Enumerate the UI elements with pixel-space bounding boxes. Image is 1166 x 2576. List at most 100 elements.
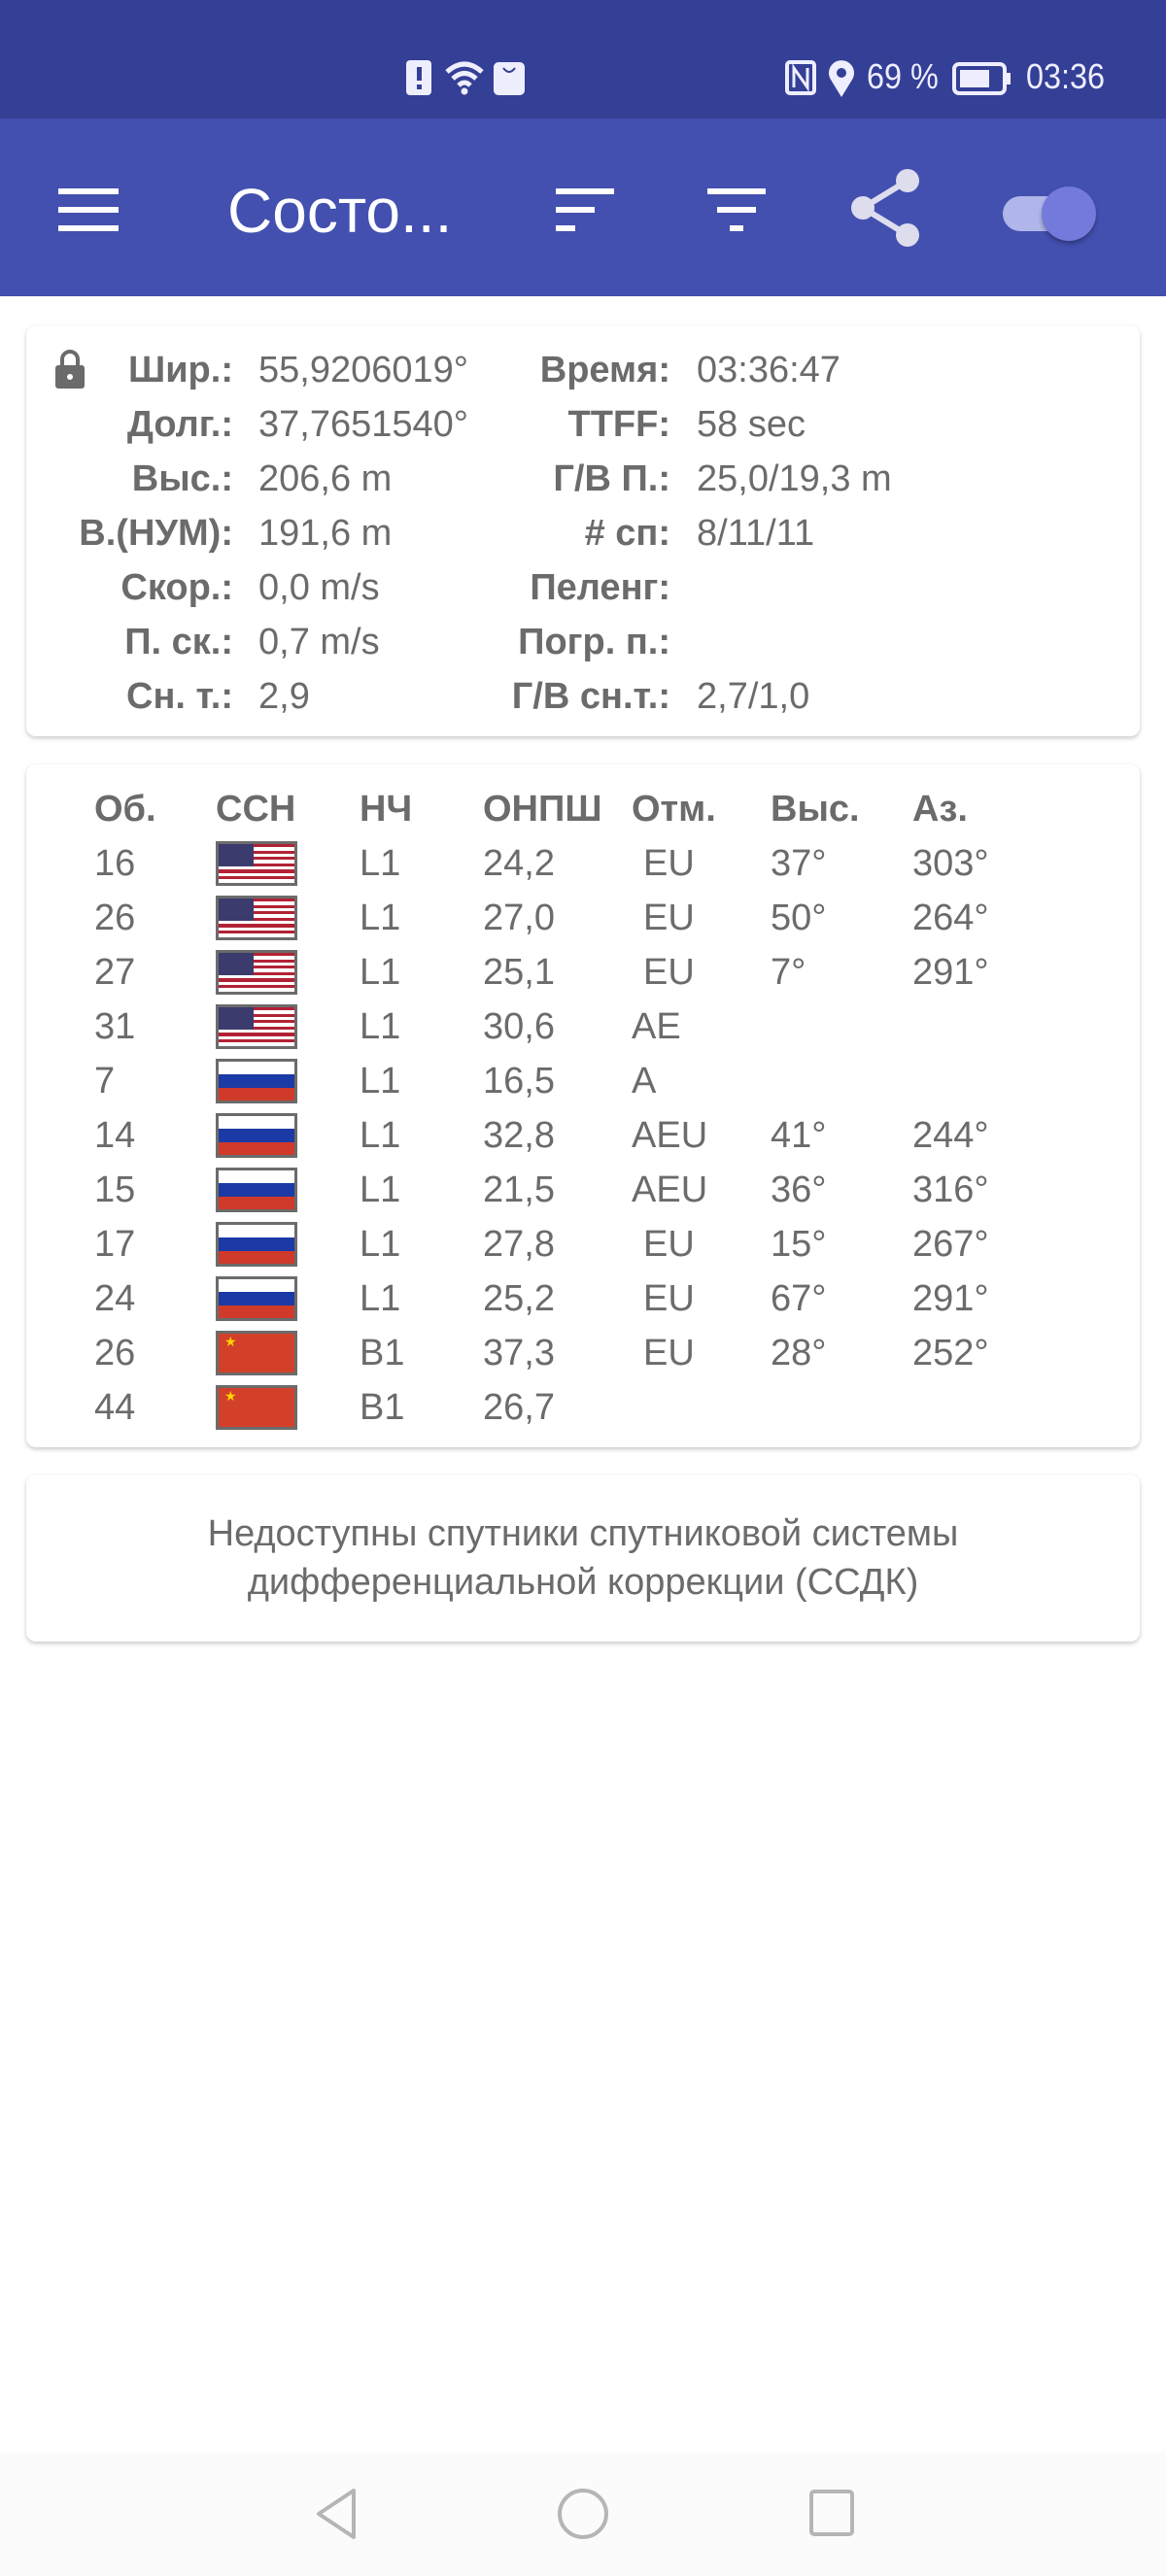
cell-id: 44 — [94, 1387, 136, 1428]
left-field-value: 55,9206019° — [258, 350, 468, 390]
cell-id: 26 — [94, 898, 136, 938]
filter-icon[interactable] — [707, 188, 766, 231]
cell-band: L1 — [360, 1061, 401, 1102]
right-field-label: Время: — [539, 350, 670, 390]
left-field-value: 2,9 — [258, 676, 310, 717]
cell-elev: 67° — [771, 1278, 827, 1319]
cell-flags: AE — [632, 1006, 681, 1047]
cell-cn0: 25,1 — [483, 952, 555, 993]
cell-id: 17 — [94, 1224, 136, 1265]
navigation-bar — [0, 2452, 1166, 2576]
battery-icon — [952, 62, 1011, 95]
cell-flags: EU — [643, 1278, 695, 1319]
sim-alert-icon — [406, 60, 431, 95]
flag-ru-icon — [216, 1113, 297, 1158]
cell-flags: EU — [643, 952, 695, 993]
satellite-table: Об. ССН НЧ ОНПШ Отм. Выс. Аз. 16 L1 24,2 EU 37° 303°… — [26, 764, 1140, 1447]
right-field-label: Погр. п.: — [518, 622, 670, 662]
flag-ru-icon — [216, 1276, 297, 1321]
left-field-value: 191,6 m — [258, 513, 393, 554]
cell-elev: 15° — [771, 1224, 827, 1265]
location-icon — [829, 60, 854, 97]
back-icon[interactable] — [311, 2487, 360, 2541]
cell-flags: EU — [643, 1224, 695, 1265]
cell-cn0: 27,0 — [483, 898, 555, 938]
cell-flags: EU — [643, 1333, 695, 1373]
column-header: ОНПШ — [483, 789, 602, 830]
cell-cn0: 32,8 — [483, 1115, 555, 1156]
home-icon[interactable] — [556, 2487, 610, 2541]
recents-icon[interactable] — [808, 2489, 855, 2537]
sbas-card: Недоступны спутники спутниковой системы … — [26, 1474, 1140, 1642]
flag-us-icon — [216, 950, 297, 995]
right-field-label: TTFF: — [567, 404, 670, 445]
sbas-message-line1: Недоступны спутники спутниковой системы — [207, 1513, 959, 1554]
flag-ru-icon — [216, 1222, 297, 1267]
cell-az: 316° — [912, 1169, 989, 1210]
share-icon[interactable] — [849, 169, 923, 247]
left-field-value: 37,7651540° — [258, 404, 468, 445]
cell-cn0: 26,7 — [483, 1387, 555, 1428]
page-title: Состо... — [227, 176, 453, 246]
cell-flags: EU — [643, 843, 695, 884]
right-field-label: Г/В П.: — [553, 458, 670, 499]
app-bar: Состо... — [0, 119, 1166, 296]
battery-percent: 69 % — [867, 56, 939, 96]
nfc-icon — [785, 60, 816, 95]
cell-az: 244° — [912, 1115, 989, 1156]
right-field-value: 58 sec — [697, 404, 806, 445]
flag-cn-icon: ★ — [216, 1385, 297, 1430]
sort-icon[interactable] — [556, 188, 614, 231]
cell-cn0: 16,5 — [483, 1061, 555, 1102]
cell-flags: EU — [643, 898, 695, 938]
column-header: Об. — [94, 789, 156, 830]
column-header: Отм. — [632, 789, 716, 830]
cell-id: 15 — [94, 1169, 136, 1210]
cell-id: 16 — [94, 843, 136, 884]
right-field-label: # сп: — [584, 513, 670, 554]
cell-band: L1 — [360, 1115, 401, 1156]
cell-flags: AEU — [632, 1169, 708, 1210]
lock-icon — [55, 350, 85, 389]
toggle-switch[interactable] — [1003, 186, 1100, 241]
right-field-label: Г/В сн.т.: — [511, 676, 670, 717]
clock: 03:36 — [1026, 56, 1106, 96]
position-card: Шир.: 55,9206019° Долг.: 37,7651540° Выс.: 20… — [26, 325, 1140, 736]
cell-band: L1 — [360, 1278, 401, 1319]
cell-az: 303° — [912, 843, 989, 884]
cell-band: L1 — [360, 1224, 401, 1265]
cell-elev: 50° — [771, 898, 827, 938]
cell-cn0: 24,2 — [483, 843, 555, 884]
flag-us-icon — [216, 841, 297, 886]
column-header: Аз. — [912, 789, 968, 830]
cell-id: 14 — [94, 1115, 136, 1156]
status-bar: 69 % 03:36 — [0, 0, 1166, 119]
cell-flags: AEU — [632, 1115, 708, 1156]
cell-cn0: 21,5 — [483, 1169, 555, 1210]
right-field-value: 03:36:47 — [697, 350, 840, 390]
cell-band: L1 — [360, 843, 401, 884]
cell-cn0: 25,2 — [483, 1278, 555, 1319]
cell-elev: 7° — [771, 952, 806, 993]
cell-az: 264° — [912, 898, 989, 938]
cell-band: B1 — [360, 1387, 405, 1428]
cell-cn0: 30,6 — [483, 1006, 555, 1047]
cell-band: B1 — [360, 1333, 405, 1373]
right-field-label: Пеленг: — [530, 567, 670, 608]
left-field-label: Выс.: — [131, 458, 233, 499]
right-field-value: 2,7/1,0 — [697, 676, 810, 717]
cell-id: 24 — [94, 1278, 136, 1319]
huawei-app-icon — [494, 62, 525, 95]
cell-elev: 28° — [771, 1333, 827, 1373]
left-field-label: П. ск.: — [124, 622, 233, 662]
cell-elev: 36° — [771, 1169, 827, 1210]
flag-ru-icon — [216, 1168, 297, 1212]
cell-az: 291° — [912, 952, 989, 993]
flag-cn-icon: ★ — [216, 1331, 297, 1375]
cell-band: L1 — [360, 898, 401, 938]
right-field-value: 8/11/11 — [697, 513, 815, 554]
sbas-message-line2: дифференциальной коррекции (ССДК) — [247, 1562, 919, 1603]
cell-id: 27 — [94, 952, 136, 993]
column-header: ССН — [216, 789, 296, 830]
menu-icon[interactable] — [58, 188, 119, 231]
